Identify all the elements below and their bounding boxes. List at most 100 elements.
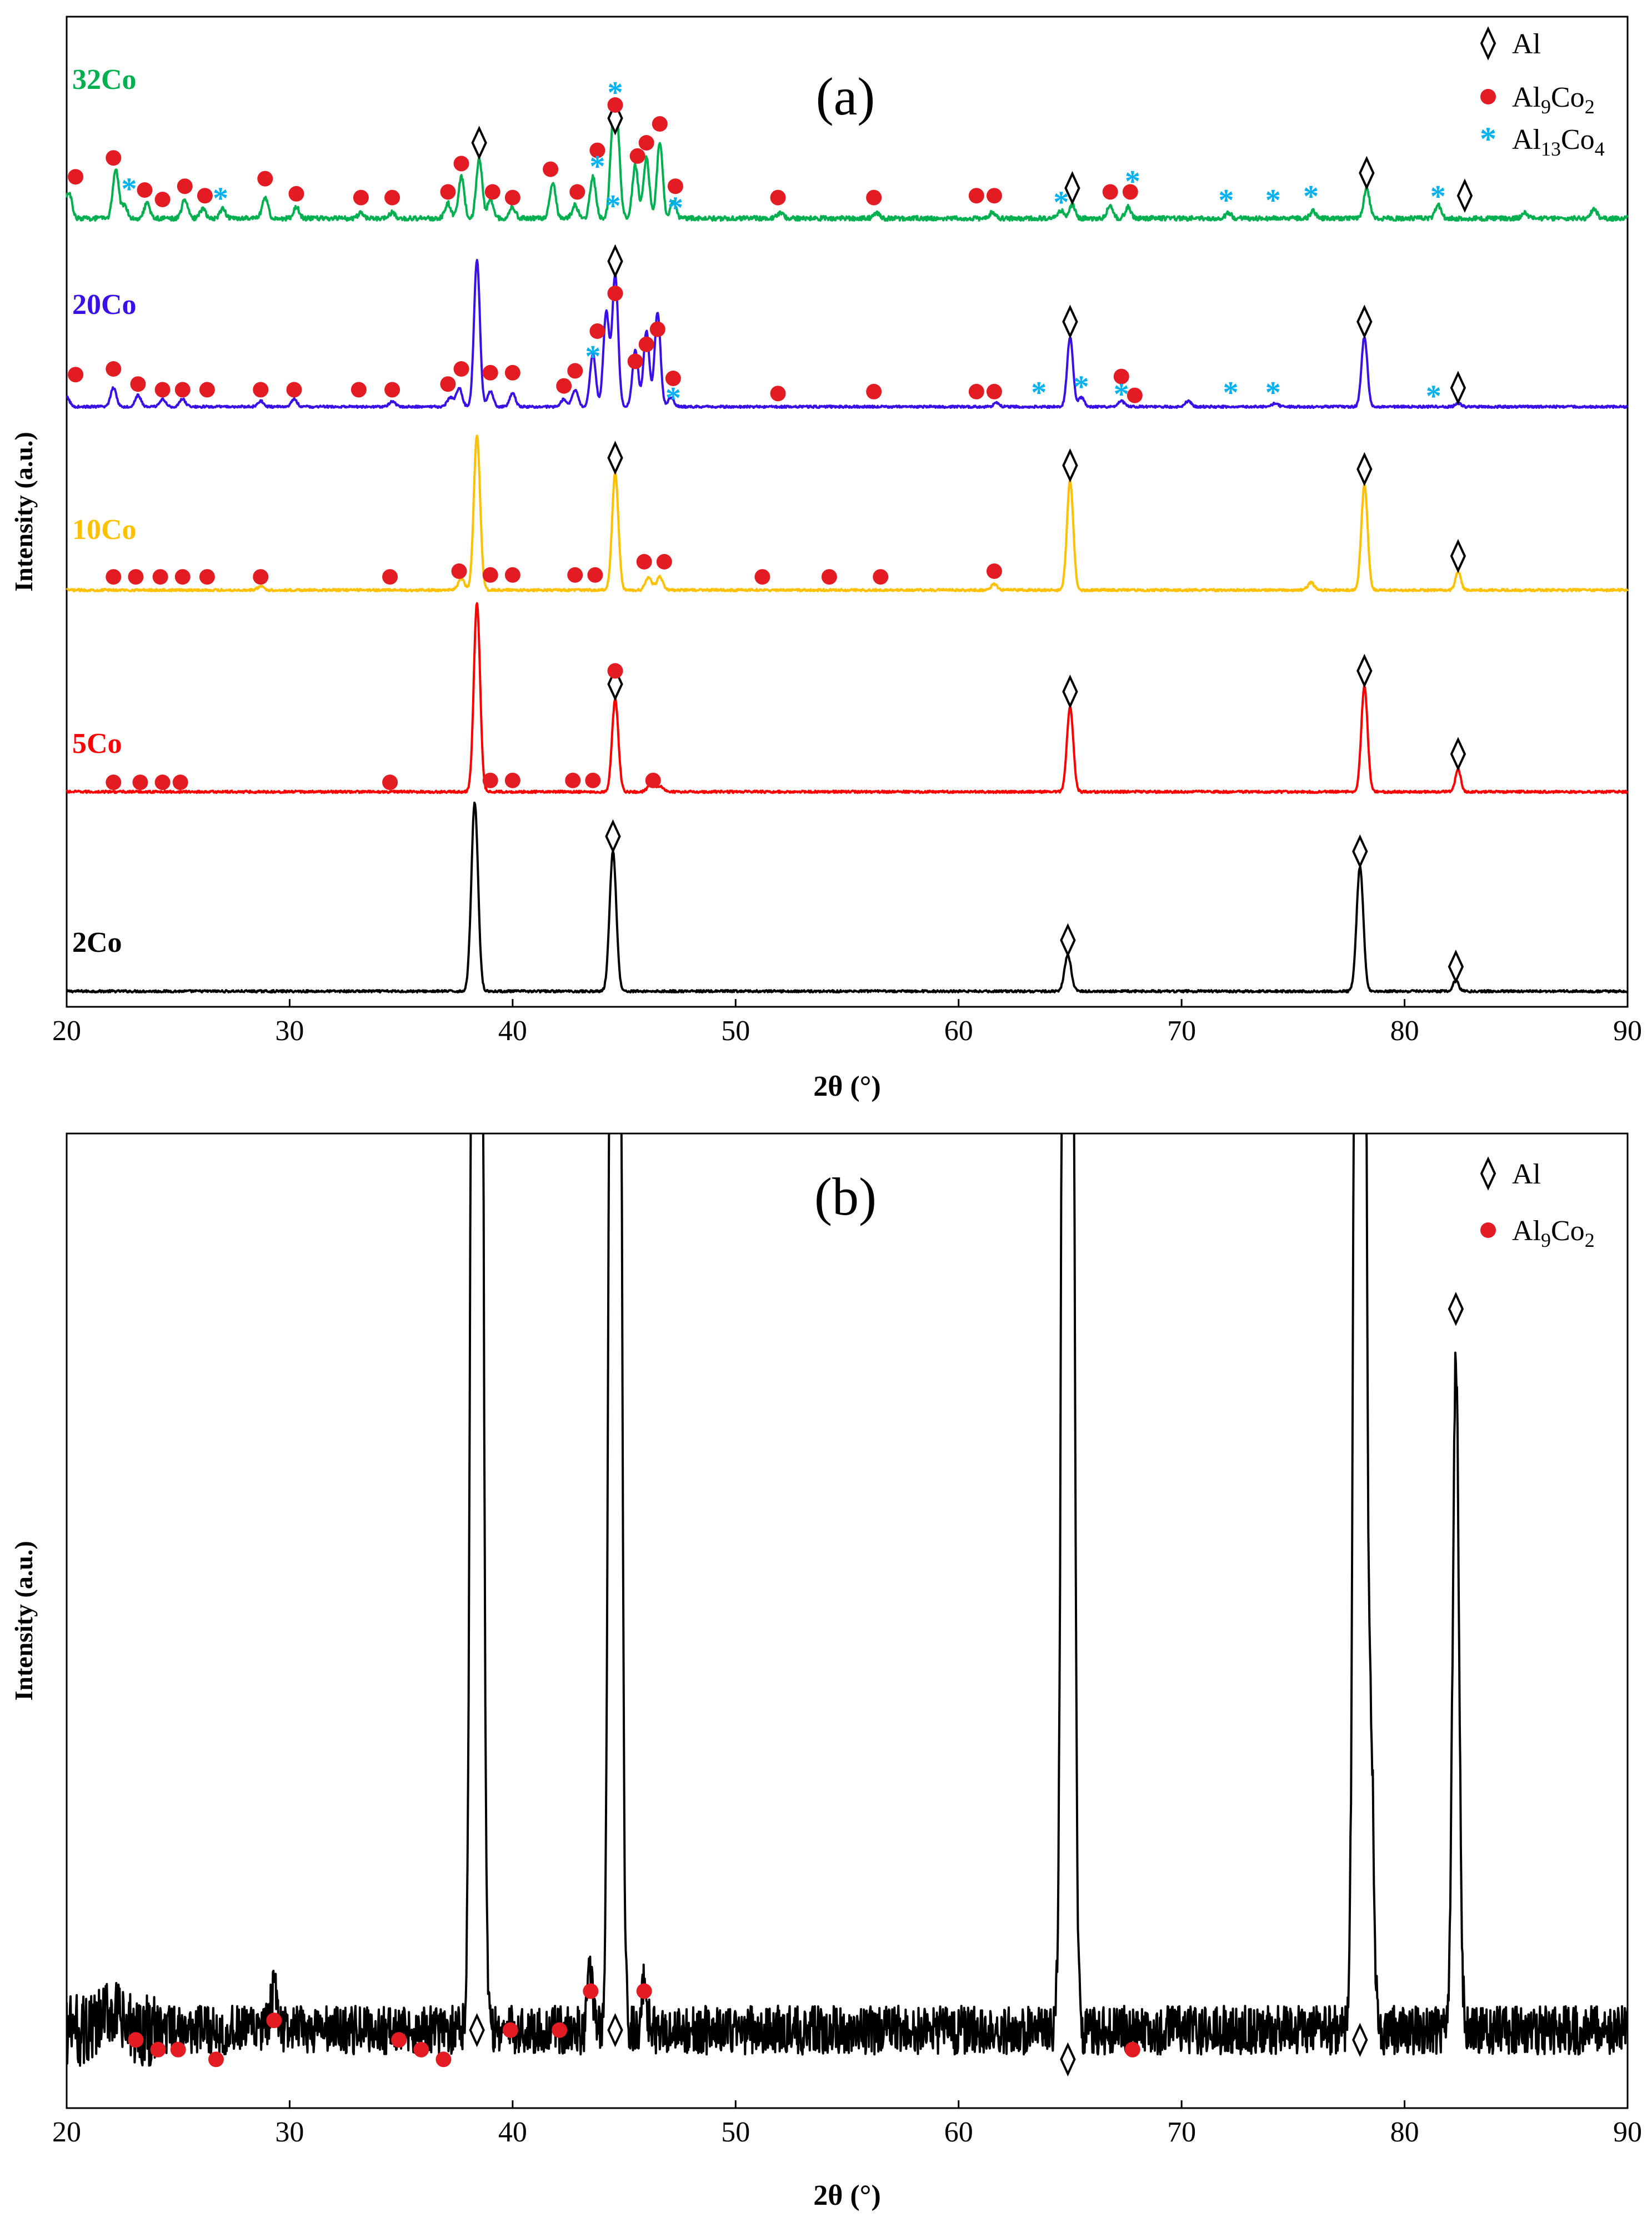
- legend-b-al-diamond-icon: [1480, 1156, 1496, 1191]
- al9co2-marker-32Co: [1102, 184, 1118, 200]
- al9co2-marker-b: [636, 1983, 652, 1999]
- al9co2-marker-20Co: [68, 367, 84, 383]
- al9co2-marker-10Co: [451, 563, 467, 579]
- legend-a-al13co4-base2: Co: [1561, 124, 1595, 156]
- al9co2-marker-20Co: [556, 378, 572, 394]
- al13co4-marker-32Co: *: [1125, 164, 1140, 199]
- al9co2-marker-20Co: [665, 371, 681, 386]
- al9co2-marker-b: [391, 2032, 407, 2048]
- al9co2-marker-10Co: [754, 569, 770, 585]
- al9co2-marker-20Co: [1113, 368, 1129, 385]
- al9co2-marker-32Co: [569, 184, 585, 200]
- trace-b: [67, 1134, 1628, 2067]
- al13co4-marker-32Co: *: [1218, 183, 1234, 218]
- al9co2-marker-32Co: [68, 169, 84, 185]
- b-x-tick-label: 90: [1613, 2116, 1642, 2148]
- al9co2-marker-20Co: [607, 286, 623, 301]
- panel-a-label: (a): [816, 67, 875, 126]
- al9co2-marker-32Co: [504, 189, 520, 206]
- al13co4-marker-32Co: *: [668, 191, 683, 226]
- a-x-tick-label: 60: [944, 1015, 973, 1047]
- al9co2-marker-10Co: [482, 567, 498, 583]
- panel-b-y-axis-title: Intensity (a.u.): [9, 1541, 38, 1701]
- al9co2-marker-b: [435, 2051, 452, 2068]
- al9co2-marker-20Co: [253, 382, 269, 398]
- al9co2-marker-b: [552, 2022, 568, 2038]
- trace-2Co: [66, 801, 1628, 993]
- b-x-tick-label: 40: [498, 2116, 527, 2148]
- al9co2-marker-5Co: [154, 775, 171, 790]
- al-marker-5Co: [1062, 675, 1078, 709]
- a-x-tick-label: 50: [721, 1015, 750, 1047]
- al13co4-marker-20Co: *: [585, 339, 600, 374]
- al9co2-marker-b: [502, 2022, 518, 2038]
- series-label-2Co: 2Co: [72, 927, 122, 958]
- al9co2-marker-32Co: [453, 156, 469, 172]
- a-x-tick-label: 30: [275, 1015, 304, 1047]
- al-marker-20Co: [607, 244, 623, 278]
- al9co2-marker-20Co: [351, 382, 367, 398]
- al9co2-marker-32Co: [440, 184, 456, 200]
- al13co4-marker-20Co: *: [1223, 376, 1238, 410]
- al9co2-marker-10Co: [821, 569, 837, 585]
- al9co2-marker-32Co: [257, 171, 273, 187]
- al9co2-marker-20Co: [866, 383, 882, 400]
- al9co2-marker-10Co: [656, 554, 672, 570]
- al13co4-marker-20Co: *: [1426, 380, 1441, 414]
- panel-a-plot-frame: [66, 16, 1629, 1008]
- trace-32Co: [66, 98, 1629, 222]
- al9co2-marker-32Co: [968, 188, 984, 204]
- al13co4-marker-20Co: *: [1074, 370, 1089, 405]
- legend-a-al13co4-sub: 13: [1541, 138, 1561, 160]
- panel-b-x-axis-title: 2θ (°): [813, 2180, 881, 2211]
- al9co2-marker-20Co: [130, 376, 146, 392]
- panel-b-label: (b): [814, 1167, 877, 1226]
- al-marker-10Co: [1450, 539, 1466, 573]
- panel-a-y-axis-title: Intensity (a.u.): [9, 432, 38, 592]
- al13co4-marker-20Co: *: [1031, 376, 1047, 410]
- legend-a-al-label: Al: [1512, 28, 1541, 60]
- svg-text:Al9Co2: Al9Co2: [1512, 82, 1595, 118]
- al13co4-marker-32Co: *: [121, 172, 137, 207]
- panel-a-x-axis-title: 2θ (°): [813, 1071, 881, 1102]
- legend-b-al9co2-sub: 9: [1541, 1229, 1551, 1251]
- al9co2-marker-b: [128, 2032, 144, 2048]
- al9co2-marker-b: [413, 2041, 429, 2058]
- al13co4-marker-32Co: *: [605, 189, 621, 223]
- series-label-5Co: 5Co: [72, 728, 122, 760]
- al9co2-marker-10Co: [587, 567, 603, 583]
- al-marker-20Co: [1062, 304, 1078, 339]
- legend-b-al-label: Al: [1512, 1159, 1541, 1190]
- al9co2-marker-10Co: [382, 569, 398, 585]
- al9co2-marker-32Co: [638, 135, 654, 151]
- al9co2-marker-32Co: [607, 97, 623, 113]
- al13co4-marker-32Co: *: [1303, 179, 1319, 214]
- al9co2-marker-32Co: [986, 188, 1002, 204]
- al-marker-2Co: [1060, 923, 1076, 957]
- svg-text:Al: Al: [1512, 28, 1541, 60]
- al9co2-marker-5Co: [482, 772, 498, 788]
- trace-10Co: [66, 435, 1629, 592]
- b-x-tick-label: 70: [1167, 2116, 1196, 2148]
- al-marker-32Co: [471, 126, 487, 160]
- al9co2-marker-b: [1124, 2041, 1140, 2058]
- al9co2-marker-10Co: [636, 554, 652, 570]
- al13co4-marker-32Co: *: [1265, 183, 1281, 218]
- al9co2-marker-32Co: [384, 189, 401, 206]
- al9co2-marker-10Co: [986, 563, 1002, 579]
- al9co2-marker-10Co: [128, 569, 144, 585]
- al9co2-marker-20Co: [504, 364, 520, 381]
- legend-a-al13co4-base: Al: [1512, 124, 1541, 156]
- al-marker-32Co: [1359, 156, 1375, 191]
- al-marker-2Co: [1448, 950, 1464, 984]
- al9co2-marker-b: [266, 2013, 282, 2029]
- al9co2-marker-32Co: [770, 189, 786, 206]
- al-marker-b: [1448, 1291, 1464, 1326]
- series-label-32Co: 32Co: [72, 64, 137, 96]
- al9co2-marker-32Co: [137, 182, 153, 198]
- legend-b-al9co2-base: Al: [1512, 1215, 1541, 1247]
- al9co2-marker-10Co: [873, 569, 889, 585]
- series-label-10Co: 10Co: [72, 514, 137, 546]
- al-marker-5Co: [1356, 653, 1373, 688]
- al-marker-10Co: [607, 441, 623, 475]
